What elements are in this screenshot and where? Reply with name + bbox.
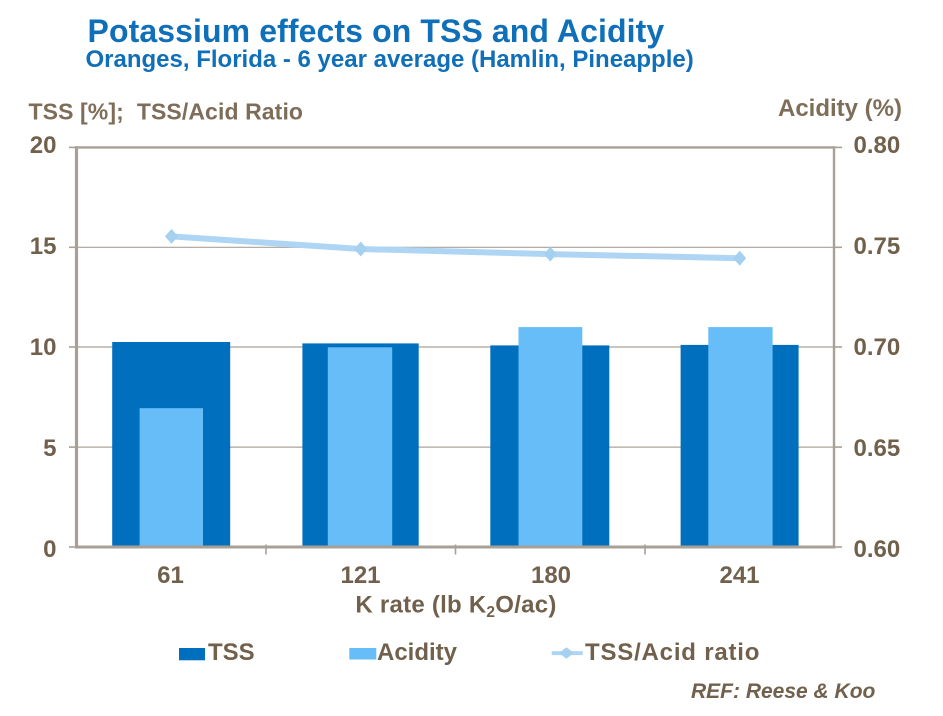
svg-text:Acidity: Acidity <box>377 639 458 666</box>
svg-text:15: 15 <box>30 233 57 260</box>
svg-text:180: 180 <box>531 562 571 589</box>
svg-text:Oranges, Florida - 6 year aver: Oranges, Florida - 6 year average (Hamli… <box>86 46 694 73</box>
svg-text:10: 10 <box>30 334 57 361</box>
svg-text:REF: Reese & Koo: REF: Reese & Koo <box>691 680 876 703</box>
svg-text:0: 0 <box>43 536 56 563</box>
svg-text:0.75: 0.75 <box>854 233 901 260</box>
svg-text:0.65: 0.65 <box>854 435 901 462</box>
svg-text:5: 5 <box>43 435 56 462</box>
svg-text:121: 121 <box>340 562 380 589</box>
svg-text:61: 61 <box>157 562 184 589</box>
svg-text:TSS: TSS <box>208 639 255 666</box>
svg-text:241: 241 <box>719 562 759 589</box>
svg-text:0.80: 0.80 <box>854 132 901 159</box>
svg-text:0.60: 0.60 <box>854 536 901 563</box>
svg-text:20: 20 <box>30 132 57 159</box>
svg-text:K rate (lb K2O/ac): K rate (lb K2O/ac) <box>355 592 556 622</box>
svg-text:0.70: 0.70 <box>854 334 901 361</box>
svg-text:TSS [%]; TSS/Acid Ratio: TSS [%]; TSS/Acid Ratio <box>29 99 304 125</box>
svg-text:Potassium effects on TSS and A: Potassium effects on TSS and Acidity <box>88 13 665 49</box>
svg-text:TSS/Acid ratio: TSS/Acid ratio <box>585 639 760 666</box>
svg-text:Acidity (%): Acidity (%) <box>778 95 902 122</box>
